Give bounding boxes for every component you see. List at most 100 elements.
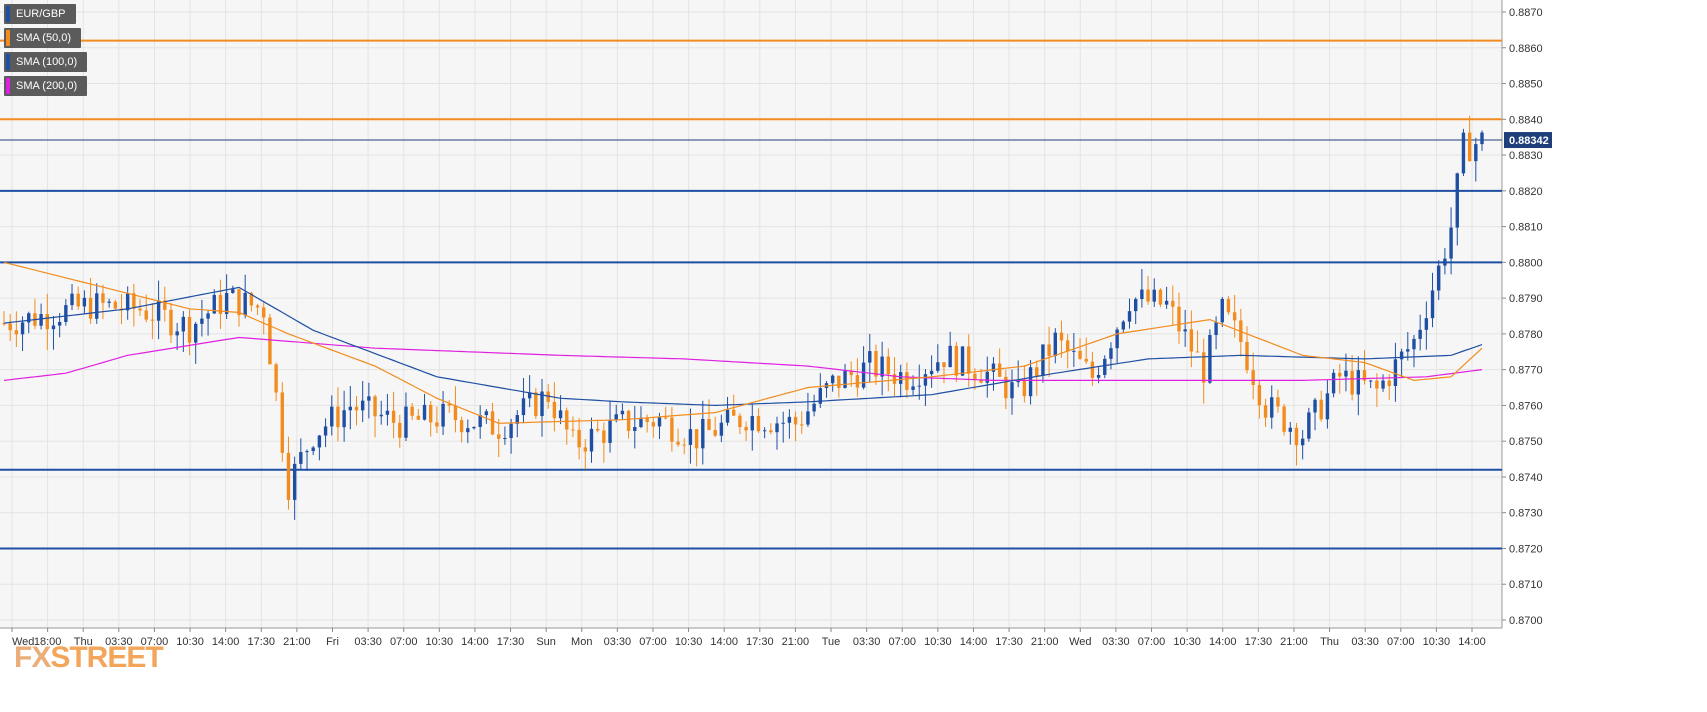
y-tick-label: 0.8760: [1509, 400, 1543, 412]
candle-body: [70, 293, 74, 306]
candle-body: [367, 396, 371, 401]
candle-body: [948, 345, 952, 368]
candle-body: [583, 447, 588, 452]
candle-body: [1331, 372, 1336, 394]
candle-body: [967, 346, 971, 374]
candle-body: [317, 435, 322, 448]
candle-body: [299, 452, 303, 464]
candle-body: [1325, 393, 1330, 420]
candle-body: [651, 422, 656, 427]
x-tick-label: 07:00: [888, 636, 916, 648]
candle-body: [713, 429, 717, 436]
candle-body: [911, 386, 915, 390]
y-tick-label: 0.8810: [1509, 222, 1543, 234]
y-tick-label: 0.8820: [1509, 186, 1543, 198]
candle-body: [1010, 382, 1014, 399]
candle-body: [249, 292, 254, 306]
candle-body: [255, 305, 260, 308]
candle-body: [385, 410, 390, 415]
candle-body: [1399, 351, 1404, 360]
x-tick-label: 21:00: [1031, 636, 1059, 648]
legend-item-sma-50[interactable]: SMA (50,0): [4, 28, 82, 48]
y-tick-label: 0.8700: [1509, 615, 1543, 627]
x-tick-label: 07:00: [639, 636, 667, 648]
candle-body: [769, 430, 773, 433]
candle-body: [855, 375, 860, 388]
logo-fx: FX: [14, 641, 51, 674]
candle-body: [670, 417, 674, 442]
x-tick-label: 17:30: [1245, 636, 1273, 648]
candle-body: [64, 305, 68, 322]
candle-body: [447, 403, 451, 406]
x-tick-label: 21:00: [1280, 636, 1308, 648]
x-tick-label: 10:30: [1423, 636, 1451, 648]
x-tick-label: 03:30: [604, 636, 632, 648]
candle-body: [194, 323, 198, 343]
plot-background: [0, 0, 1502, 628]
x-tick-label: 10:30: [426, 636, 454, 648]
legend-item-sma-100[interactable]: SMA (100,0): [4, 52, 88, 72]
x-tick-label: 14:00: [1209, 636, 1237, 648]
y-tick-label: 0.8720: [1509, 543, 1543, 555]
candle-body: [1121, 321, 1126, 330]
candle-body: [82, 297, 87, 307]
candle-body: [1368, 380, 1373, 382]
candle-body: [422, 404, 427, 420]
candle-body: [1300, 438, 1305, 446]
candle-body: [1276, 397, 1280, 407]
x-tick-label: 17:30: [746, 636, 774, 648]
x-tick-label: 07:00: [1138, 636, 1166, 648]
candle-body: [132, 293, 136, 309]
candle-body: [336, 406, 340, 428]
candle-body: [1282, 406, 1286, 432]
candle-body: [874, 351, 878, 377]
candle-body: [1195, 351, 1200, 353]
candle-body: [373, 396, 377, 417]
candle-body: [806, 411, 810, 425]
legend-item-sma-200[interactable]: SMA (200,0): [4, 76, 88, 96]
candle-body: [262, 307, 266, 318]
candle-body: [682, 444, 686, 446]
candle-body: [1078, 350, 1082, 359]
candle-body: [1004, 376, 1008, 399]
candle-body: [200, 318, 204, 324]
candle-body: [169, 309, 173, 336]
candle-body: [775, 423, 779, 433]
candle-body: [88, 297, 93, 319]
candle-body: [676, 441, 680, 445]
x-tick-label: 07:00: [141, 636, 169, 648]
x-tick-label: 14:00: [710, 636, 738, 648]
candle-body: [688, 429, 693, 445]
candle-body: [540, 391, 544, 417]
candle-body: [602, 430, 606, 443]
y-tick-label: 0.8830: [1509, 150, 1543, 162]
candle-body: [1133, 298, 1138, 312]
candle-body: [1375, 380, 1379, 389]
candle-body: [738, 415, 742, 428]
candle-body: [942, 362, 946, 368]
candle-body: [892, 374, 897, 384]
candle-body: [1412, 338, 1416, 350]
x-tick-label: 07:00: [1387, 636, 1415, 648]
candle-body: [101, 293, 105, 303]
x-tick-label: 10:30: [176, 636, 204, 648]
candle-body: [800, 424, 804, 426]
candle-body: [1022, 379, 1027, 397]
candle-body: [936, 362, 940, 371]
candle-body: [224, 292, 229, 315]
y-tick-label: 0.8790: [1509, 293, 1543, 305]
candle-body: [1455, 173, 1459, 228]
candle-body: [1177, 306, 1181, 332]
candle-body: [2, 323, 6, 325]
candle-body: [534, 392, 538, 417]
x-tick-label: 21:00: [782, 636, 810, 648]
x-tick-label: 07:00: [390, 636, 418, 648]
y-tick-label: 0.8860: [1509, 43, 1543, 55]
legend-item-eurgbp[interactable]: EUR/GBP: [4, 4, 76, 24]
candle-body: [905, 372, 909, 390]
x-tick-label: Fri: [326, 636, 339, 648]
candle-body: [1140, 289, 1144, 299]
candle-body: [45, 314, 49, 330]
candle-body: [1387, 380, 1391, 386]
candle-body: [571, 429, 575, 431]
